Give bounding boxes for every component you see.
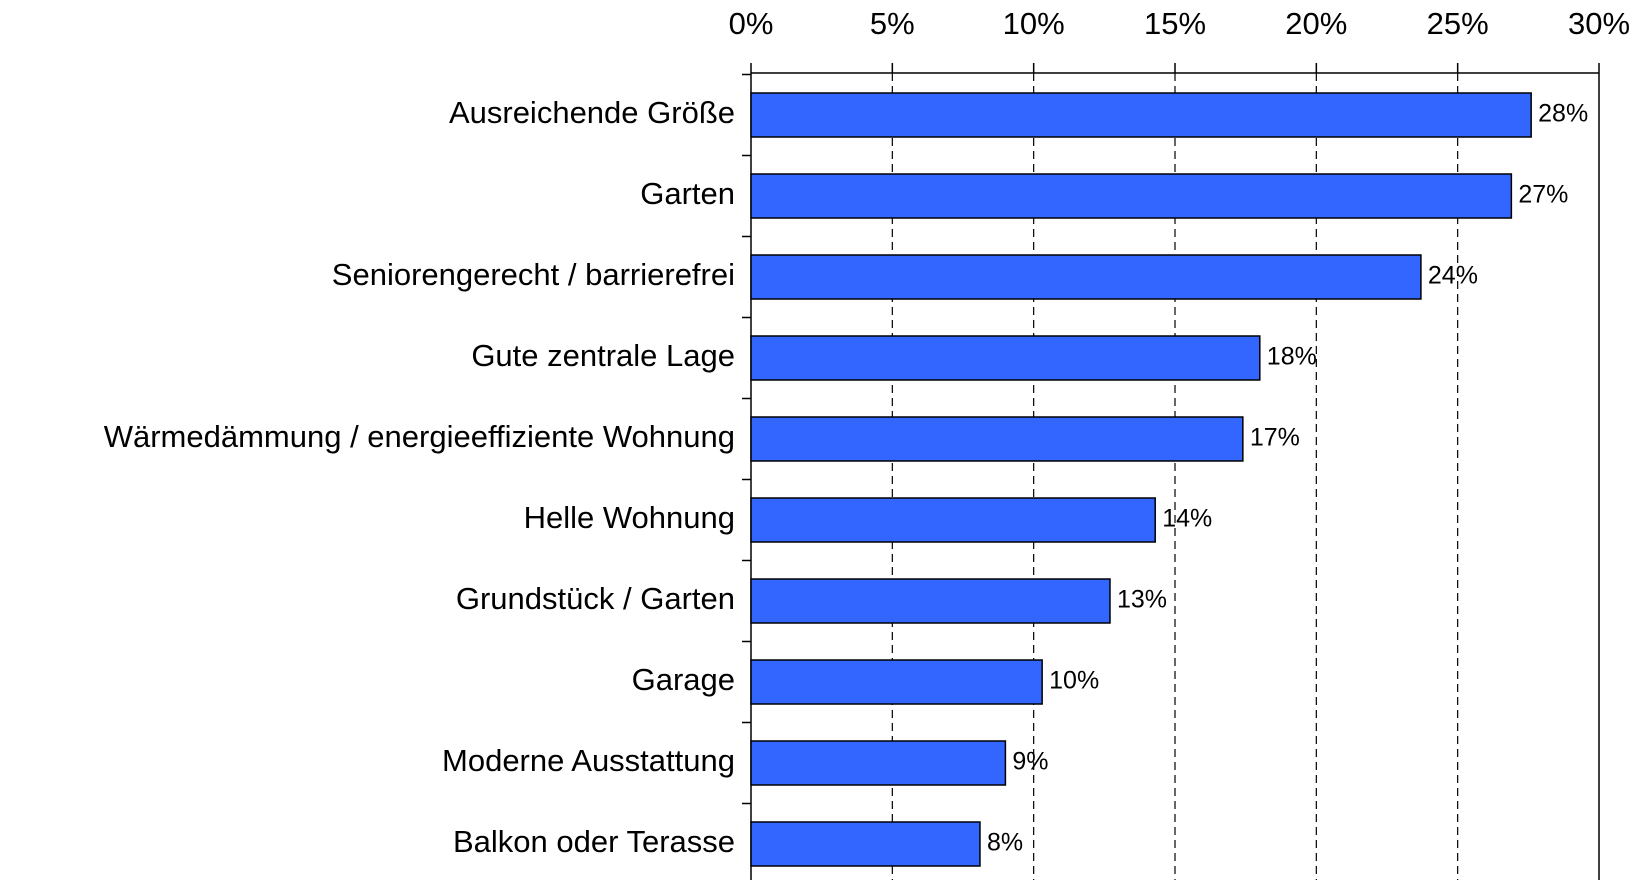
x-tick-label: 20% (1285, 6, 1347, 41)
x-tick-label: 15% (1144, 6, 1206, 41)
value-label: 8% (987, 829, 1023, 857)
category-label: Ausreichende Größe (449, 95, 735, 130)
category-label: Garten (640, 176, 735, 211)
category-label: Seniorengerecht / barrierefrei (332, 257, 735, 292)
category-label: Wärmedämmung / energieeffiziente Wohnung (104, 419, 735, 454)
value-label: 9% (1012, 748, 1048, 776)
value-label: 14% (1162, 505, 1212, 533)
value-label: 24% (1428, 262, 1478, 290)
bar (750, 92, 1532, 138)
bar (750, 335, 1261, 381)
x-tick-label: 30% (1568, 6, 1630, 41)
bar (750, 821, 981, 867)
bar (750, 173, 1513, 219)
bar (750, 254, 1422, 300)
value-label: 17% (1250, 424, 1300, 452)
bar (750, 740, 1007, 786)
category-label: Helle Wohnung (524, 500, 735, 535)
value-label: 18% (1267, 343, 1317, 371)
category-label: Balkon oder Terasse (453, 824, 735, 859)
x-tick-label: 10% (1003, 6, 1065, 41)
x-tick-label: 25% (1427, 6, 1489, 41)
value-label: 10% (1049, 667, 1099, 695)
x-tick-label: 0% (729, 6, 774, 41)
value-label: 28% (1538, 100, 1588, 128)
x-tick-label: 5% (870, 6, 915, 41)
category-label: Moderne Ausstattung (442, 743, 735, 778)
bar (750, 659, 1043, 705)
category-label: Garage (632, 662, 735, 697)
bar (750, 416, 1244, 462)
value-label: 13% (1117, 586, 1167, 614)
category-label: Gute zentrale Lage (471, 338, 735, 373)
bar (750, 497, 1156, 543)
value-label: 27% (1518, 181, 1568, 209)
category-label: Grundstück / Garten (456, 581, 735, 616)
bar (750, 578, 1111, 624)
